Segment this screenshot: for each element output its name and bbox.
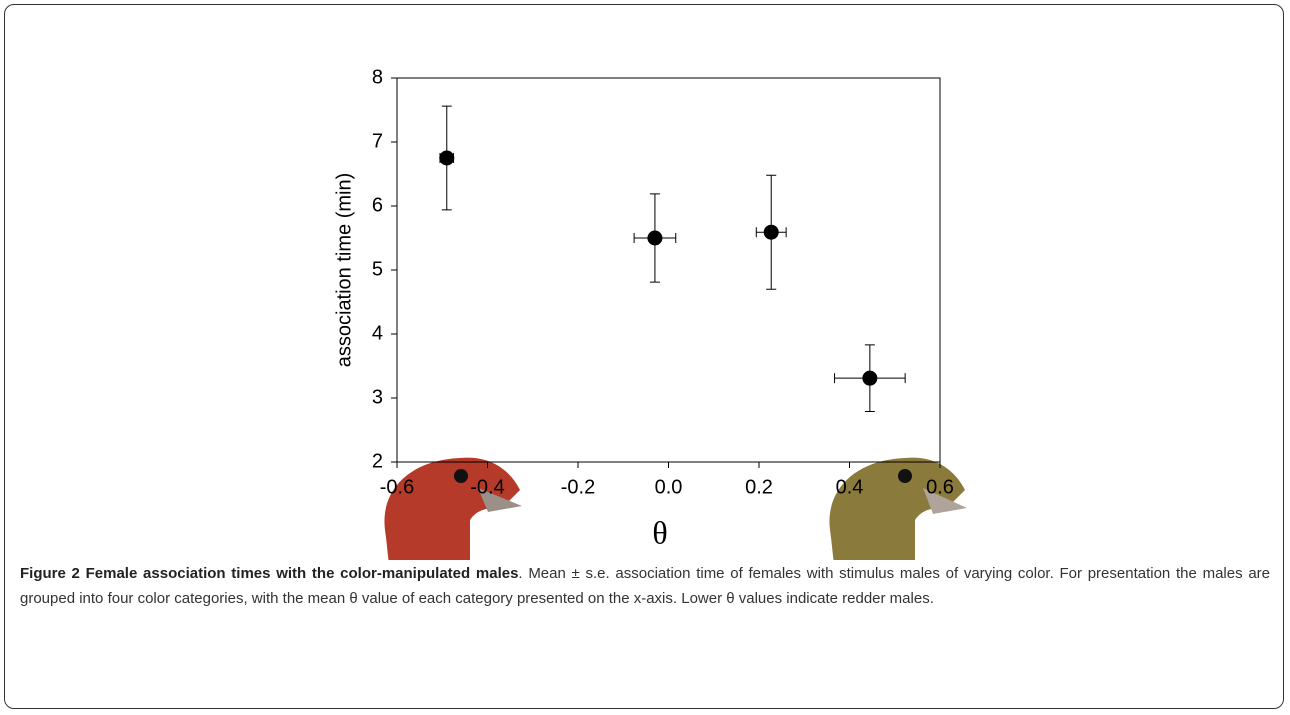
x-tick-label: -0.6 (380, 476, 414, 498)
plot-frame (396, 77, 941, 463)
y-tick-label: 3 (372, 386, 383, 408)
data-point (862, 370, 878, 386)
y-axis-label: association time (min) (333, 173, 355, 368)
caption: Figure 2 Female association times with t… (20, 562, 1270, 611)
caption-title: Figure 2 Female association times with t… (20, 565, 519, 582)
y-tick-label: 4 (372, 322, 383, 344)
x-tick-label: -0.4 (470, 476, 504, 498)
data-point (439, 150, 455, 166)
y-tick-label: 8 (372, 66, 383, 88)
x-tick-label: 0.2 (745, 476, 773, 498)
bird-yellow (829, 457, 967, 560)
x-tick-label: 0.0 (655, 476, 683, 498)
y-tick-label: 6 (372, 194, 383, 216)
chart: θ association time (min) 2 3 4 5 6 7 8 -0.6 -0.4… (333, 66, 967, 560)
x-tick-label: -0.2 (561, 476, 595, 498)
caption-text: . Mean ± s.e. association time of female… (20, 565, 1270, 607)
x-tick-label: 0.4 (836, 476, 864, 498)
figure-frame (4, 4, 1284, 709)
y-tick-label: 2 (372, 450, 383, 472)
data-point (763, 224, 779, 240)
x-axis-label: θ (652, 514, 667, 550)
bird-red (384, 457, 522, 560)
data-point (647, 230, 663, 246)
y-tick-label: 7 (372, 130, 383, 152)
y-tick-label: 5 (372, 258, 383, 280)
x-tick-label: 0.6 (926, 476, 954, 498)
